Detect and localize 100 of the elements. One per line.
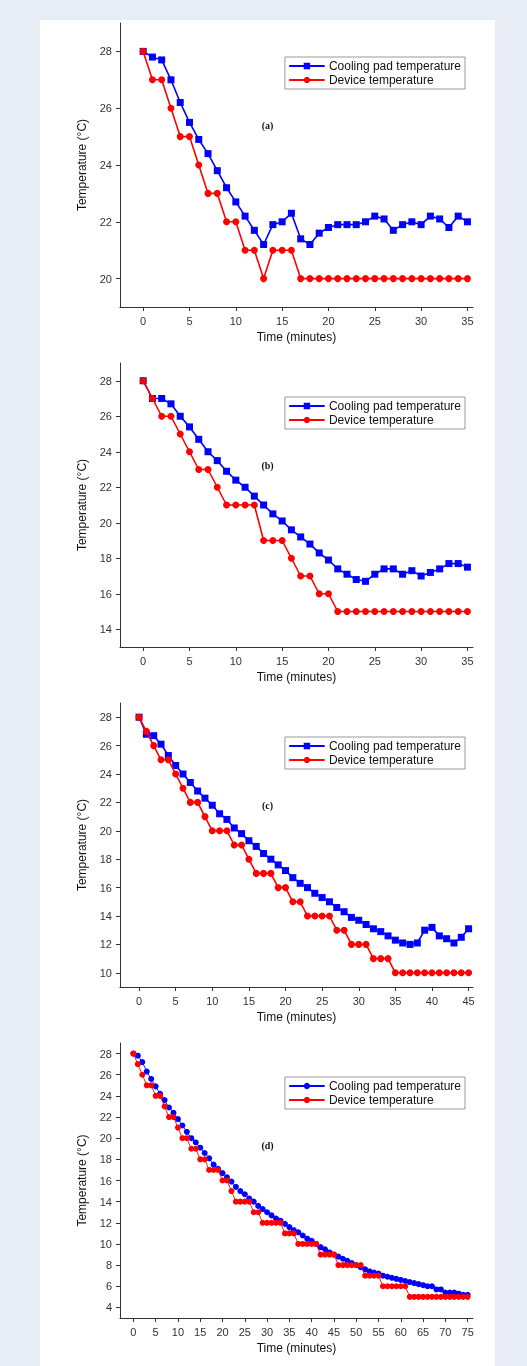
point	[157, 756, 165, 764]
x-tick-label: 35	[283, 1325, 296, 1338]
point	[289, 874, 297, 882]
point	[223, 815, 231, 823]
point	[164, 756, 172, 764]
point	[213, 189, 221, 197]
point	[391, 936, 399, 944]
x-tick-label: 0	[140, 654, 147, 667]
x-tick-label: 10	[229, 314, 242, 327]
x-tick-label: 25	[368, 314, 381, 327]
y-tick-label: 22	[99, 481, 112, 494]
point	[384, 932, 392, 940]
point	[241, 483, 249, 491]
point	[172, 770, 180, 778]
point	[260, 275, 268, 283]
x-tick-label: 20	[322, 314, 335, 327]
y-tick-label: 20	[99, 1132, 112, 1145]
point	[186, 133, 193, 141]
point	[204, 448, 212, 456]
x-tick-label: 40	[305, 1325, 318, 1338]
point	[232, 476, 240, 484]
y-axis-title: Temperature (°C)	[75, 458, 89, 552]
point	[158, 395, 166, 402]
x-tick-label: 5	[186, 654, 193, 667]
y-tick-label: 24	[99, 1089, 112, 1102]
point	[260, 850, 268, 858]
point	[306, 275, 314, 283]
point	[343, 221, 351, 229]
x-tick-label: 5	[186, 314, 193, 327]
point	[296, 898, 304, 906]
point	[269, 537, 277, 544]
x-tick-label: 15	[242, 994, 256, 1007]
point	[408, 567, 416, 575]
point	[158, 76, 166, 84]
point	[230, 824, 238, 832]
point	[204, 189, 212, 197]
point	[371, 608, 379, 615]
y-tick-label: 22	[99, 1111, 112, 1124]
y-tick-label: 24	[99, 445, 112, 458]
y-tick-label: 4	[105, 1301, 112, 1314]
y-tick-label: 18	[99, 1153, 112, 1166]
point	[245, 855, 253, 863]
legend-label: Device temperature	[328, 73, 434, 87]
y-tick-label: 26	[99, 410, 112, 423]
point	[465, 925, 473, 933]
y-tick-label: 22	[99, 796, 112, 809]
point	[204, 466, 212, 473]
x-tick-label: 15	[194, 1325, 207, 1338]
y-tick-label: 20	[99, 824, 112, 837]
x-axis-title: Time (minutes)	[256, 670, 337, 684]
y-tick-label: 12	[99, 938, 112, 951]
point	[176, 412, 184, 420]
x-tick-label: 65	[416, 1325, 430, 1338]
point	[213, 167, 221, 175]
point	[436, 565, 444, 573]
x-tick-label: 30	[260, 1325, 274, 1338]
point	[306, 540, 314, 548]
point	[426, 275, 434, 283]
y-axis-title: Temperature (°C)	[75, 798, 89, 892]
point	[287, 526, 295, 534]
point	[208, 801, 216, 809]
annotation: (d)	[261, 1139, 274, 1152]
point	[426, 568, 434, 576]
point	[223, 501, 231, 509]
point	[158, 56, 166, 64]
point	[408, 218, 416, 226]
x-tick-label: 0	[135, 994, 143, 1007]
point	[334, 565, 342, 573]
point	[148, 53, 156, 61]
point	[436, 275, 444, 283]
y-tick-label: 24	[99, 159, 112, 171]
x-tick-label: 0	[130, 1325, 137, 1338]
point	[428, 969, 436, 977]
point	[399, 275, 407, 283]
x-axis-title: Time (minutes)	[256, 1010, 337, 1024]
point	[216, 827, 224, 835]
point	[413, 969, 421, 977]
point	[417, 275, 425, 283]
point	[179, 770, 187, 778]
point	[399, 221, 407, 229]
y-tick-label: 18	[99, 853, 112, 866]
point	[172, 761, 180, 769]
y-tick-label: 20	[99, 516, 112, 529]
point	[426, 608, 434, 615]
y-tick-label: 8	[105, 1259, 112, 1272]
point	[250, 492, 258, 500]
point	[426, 212, 434, 220]
point	[454, 608, 462, 615]
point	[260, 869, 268, 877]
point	[435, 932, 443, 940]
point	[278, 517, 286, 525]
point	[377, 955, 385, 963]
x-tick-label: 70	[439, 1325, 452, 1338]
point	[195, 135, 203, 143]
point	[274, 884, 282, 892]
x-tick-label: 10	[229, 654, 242, 667]
point	[269, 246, 277, 254]
point	[334, 221, 342, 229]
point	[362, 577, 370, 585]
point	[250, 226, 258, 234]
